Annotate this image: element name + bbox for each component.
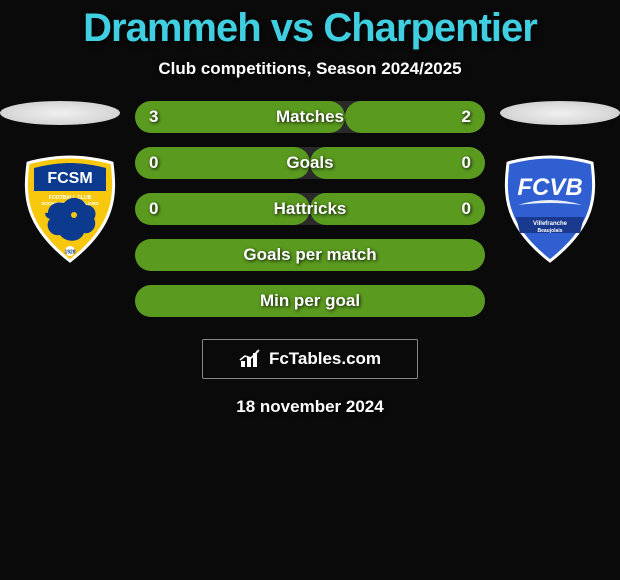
stat-row: Goals per match <box>135 239 485 271</box>
stat-label: Min per goal <box>260 291 360 311</box>
branding-box[interactable]: FcTables.com <box>202 339 418 379</box>
club-logo-right: FCVB Villefranche Beaujolais <box>500 155 600 263</box>
club-logo-left: FCSM FOOTBALL CLUB SOCHAUX·MONTBÉLIARD 1… <box>20 155 120 263</box>
svg-text:1928: 1928 <box>64 250 75 256</box>
date-text: 18 november 2024 <box>0 397 620 417</box>
player-photo-right <box>500 101 620 125</box>
svg-text:Villefranche: Villefranche <box>533 221 568 227</box>
stat-bar-left <box>135 147 310 179</box>
stat-label: Hattricks <box>274 199 347 219</box>
stat-rows: 3 2 Matches 0 0 Goals 0 0 Hattricks Goals per mat… <box>135 101 485 317</box>
stat-value-right: 0 <box>462 153 471 173</box>
chart-icon <box>239 349 263 369</box>
branding-text: FcTables.com <box>269 349 381 369</box>
stat-value-right: 2 <box>462 107 471 127</box>
page-title: Drammeh vs Charpentier <box>0 0 620 51</box>
stat-row: Min per goal <box>135 285 485 317</box>
stat-value-right: 0 <box>462 199 471 219</box>
stat-label: Goals <box>286 153 333 173</box>
stat-label: Goals per match <box>243 245 376 265</box>
stat-value-left: 0 <box>149 153 158 173</box>
svg-text:FCSM: FCSM <box>47 170 92 187</box>
player-photo-left <box>0 101 120 125</box>
stat-row: 0 0 Hattricks <box>135 193 485 225</box>
subtitle: Club competitions, Season 2024/2025 <box>0 59 620 79</box>
comparison-area: FCSM FOOTBALL CLUB SOCHAUX·MONTBÉLIARD 1… <box>0 101 620 317</box>
stat-row: 3 2 Matches <box>135 101 485 133</box>
stat-label: Matches <box>276 107 344 127</box>
stat-row: 0 0 Goals <box>135 147 485 179</box>
stat-value-left: 3 <box>149 107 158 127</box>
stat-value-left: 0 <box>149 199 158 219</box>
svg-text:Beaujolais: Beaujolais <box>537 228 562 234</box>
svg-text:FCVB: FCVB <box>517 174 582 201</box>
stat-bar-right <box>310 147 485 179</box>
